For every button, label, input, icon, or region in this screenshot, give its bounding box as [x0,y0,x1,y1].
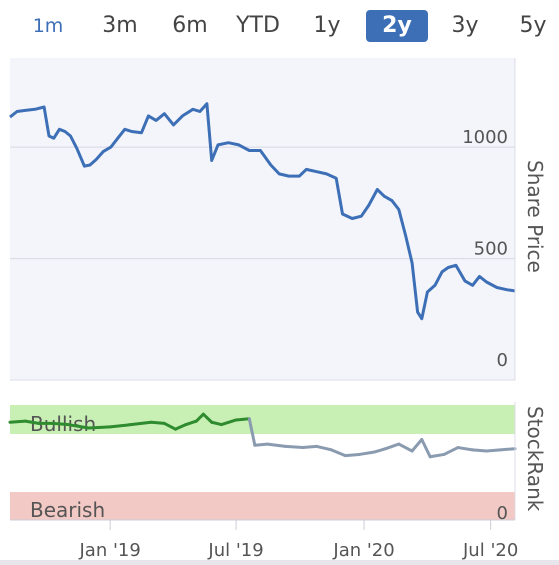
stockrank-segment [384,442,401,451]
price-ytick-1000: 1000 [462,127,508,148]
tab-1m[interactable]: 1m [32,15,64,37]
stockrank-segment [108,423,134,429]
stockrank-segment [329,448,347,458]
stockrank-segment [420,438,432,459]
stockrank-segment [8,419,27,424]
stockrank-segment [23,419,41,425]
stockrank-segment [210,420,223,427]
range-tab-bar: 1m 3m 6m YTD 1y 2y 3y 5y [0,4,559,46]
x-tick-label: Jan '19 [79,540,141,561]
bearish-band [10,492,515,520]
stockrank-segment [357,450,376,456]
price-ytick-0: 0 [497,350,508,371]
stockrank-segment [456,446,475,452]
x-tick-label: Jul '20 [462,540,518,561]
navigator-scrollbar[interactable] [0,560,559,565]
stockrank-segment [194,412,205,423]
tab-ytd[interactable]: YTD [236,13,280,38]
x-tick-lines [109,520,492,530]
stockrank-segment [484,448,502,453]
stockrank-segment [184,419,198,427]
tab-5y[interactable]: 5y [519,13,547,38]
x-tick-labels: Jan '19 Jul '19 Jan '20 Jul '20 [79,540,519,561]
tab-6m[interactable]: 6m [172,13,208,38]
stockrank-segment [87,425,112,430]
stockrank-segment [442,446,460,456]
stockrank-segment [471,448,488,453]
stockrank-segment [253,442,269,447]
price-y-tick-labels: 0 500 1000 [462,127,508,371]
price-ytick-500: 500 [474,239,508,260]
stockrank-segment [174,423,188,431]
tab-1y[interactable]: 1y [313,13,341,38]
stockrank-axis-title: StockRank [523,406,547,512]
stockrank-segment [343,452,361,458]
stockrank-segment [219,418,238,427]
stockrank-segment [410,438,424,453]
stockrank-segment [66,423,91,430]
stockrank-segment [50,421,70,427]
price-plot-area [10,58,515,380]
stockrank-segment [265,442,287,448]
stockrank-segment [315,444,333,452]
stockrank-segment [301,444,319,450]
stockrank-segment [397,442,414,453]
stockrank-segment [428,452,446,459]
stockrank-segment [498,447,517,452]
stockrank-segment [283,444,305,450]
price-gridlines [10,146,515,260]
stockrank-segment [247,417,257,447]
share-price-line [9,102,516,321]
tab-3y[interactable]: 3y [451,13,479,38]
stockrank-segment [234,417,251,422]
bearish-label: Bearish [30,498,105,522]
stockrank-segment [372,447,388,454]
stockrank-segment [201,412,214,424]
stockrank-segment [130,420,153,427]
stockrank-lines [8,412,517,459]
tab-3m[interactable]: 3m [102,13,138,38]
price-axis-title: Share Price [523,160,547,273]
stockrank-segment [162,421,178,431]
x-tick-label: Jan '20 [332,540,394,561]
x-tick-label: Jul '19 [207,540,263,561]
tab-2y[interactable]: 2y [366,10,428,42]
stockrank-segment [149,420,166,425]
stockrank-ytick-0: 0 [497,503,508,524]
